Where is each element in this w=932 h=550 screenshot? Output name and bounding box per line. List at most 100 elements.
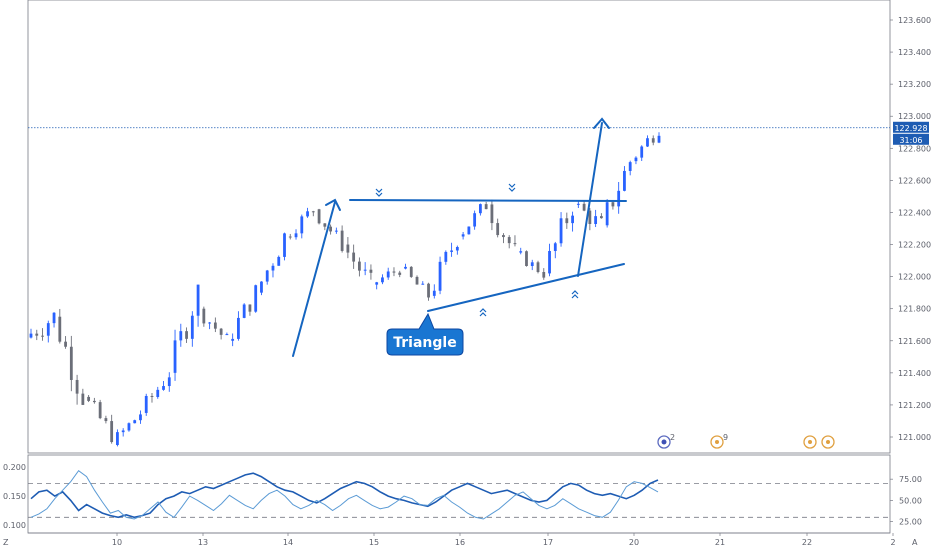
price-tick-label: 121.600 bbox=[898, 337, 931, 346]
candle bbox=[432, 284, 436, 299]
candle bbox=[565, 212, 569, 229]
time-axis[interactable]: 10 13 14 15 16 17 20 21 22 2 bbox=[112, 533, 896, 547]
price-tick-label: 122.200 bbox=[898, 241, 931, 250]
event-marker[interactable]: 9 bbox=[710, 433, 728, 449]
pivot-markers bbox=[375, 183, 579, 317]
candle bbox=[381, 274, 384, 285]
impulse-arrow-head bbox=[325, 198, 341, 211]
price-axis[interactable]: 123.600 123.400 123.200 123.000 122.800 122.6… bbox=[890, 16, 931, 442]
indicator-left-label: 0.200 bbox=[3, 463, 26, 472]
candle bbox=[225, 332, 229, 336]
main-pane[interactable] bbox=[27, 0, 891, 454]
candle bbox=[571, 211, 574, 232]
price-tick-label: 121.200 bbox=[898, 401, 931, 410]
candle bbox=[640, 145, 644, 162]
candle bbox=[542, 268, 546, 280]
candle bbox=[323, 223, 327, 231]
indicator-pane[interactable] bbox=[27, 454, 891, 534]
candle bbox=[617, 182, 621, 214]
candle bbox=[502, 233, 505, 244]
candle bbox=[496, 218, 500, 238]
candle bbox=[594, 209, 598, 228]
resistance-line[interactable] bbox=[349, 199, 627, 202]
candle bbox=[455, 245, 459, 255]
candle bbox=[628, 160, 632, 176]
candle bbox=[208, 321, 212, 330]
candle bbox=[651, 135, 655, 146]
event-marker[interactable] bbox=[803, 435, 817, 449]
candle bbox=[185, 327, 188, 343]
last-price-tag: 122.928 31:06 bbox=[893, 121, 929, 145]
indicator-series-line bbox=[30, 469, 659, 520]
candle bbox=[536, 260, 540, 274]
price-tick-label: 123.400 bbox=[898, 48, 931, 57]
event-marker[interactable] bbox=[821, 435, 835, 449]
candle bbox=[213, 317, 217, 333]
breakout-arrow-line[interactable] bbox=[577, 122, 603, 277]
candle bbox=[283, 232, 286, 261]
candle bbox=[507, 235, 511, 249]
candle bbox=[478, 203, 482, 216]
triangle-callout[interactable]: Triangle bbox=[386, 312, 464, 356]
time-tick-label: 2 bbox=[890, 538, 895, 547]
indicator-left-label: 0.100 bbox=[3, 521, 26, 530]
candle bbox=[317, 208, 321, 225]
candle bbox=[265, 269, 269, 285]
price-tick-label: 123.000 bbox=[898, 112, 931, 121]
candle bbox=[162, 381, 165, 391]
indicator-left-label: 0.150 bbox=[3, 492, 26, 501]
candle bbox=[202, 306, 206, 327]
candle bbox=[404, 263, 407, 270]
candle bbox=[623, 166, 626, 192]
candle bbox=[605, 199, 609, 228]
pivot-high-chevron-icon bbox=[375, 188, 383, 197]
price-tick-label: 122.800 bbox=[898, 144, 931, 153]
pivot-low-chevron-icon bbox=[571, 290, 579, 299]
candle bbox=[64, 336, 67, 349]
candle bbox=[588, 208, 592, 231]
candle bbox=[329, 224, 332, 235]
candle bbox=[179, 323, 183, 347]
time-tick-label: 16 bbox=[455, 538, 465, 547]
candle bbox=[110, 414, 114, 444]
candle bbox=[427, 282, 430, 301]
candle bbox=[438, 256, 442, 295]
breakout-arrow-head bbox=[593, 117, 610, 129]
indicator-right-label: 50.00 bbox=[899, 496, 922, 505]
candle bbox=[52, 312, 56, 328]
candle bbox=[358, 257, 361, 277]
candle bbox=[98, 399, 102, 420]
candle bbox=[473, 210, 477, 230]
candle bbox=[311, 210, 315, 217]
impulse-arrow-line[interactable] bbox=[292, 201, 336, 357]
time-tick-label: 17 bbox=[543, 538, 553, 547]
event-markers[interactable]: 2 9 bbox=[657, 433, 835, 449]
svg-text:31:06: 31:06 bbox=[899, 136, 922, 145]
rising-support-line[interactable] bbox=[427, 263, 625, 312]
candle bbox=[530, 259, 534, 271]
candle bbox=[599, 213, 603, 219]
candle bbox=[116, 429, 119, 447]
indicator-right-label: 25.00 bbox=[899, 518, 922, 527]
candle bbox=[300, 214, 304, 239]
candle bbox=[144, 393, 148, 416]
candle bbox=[519, 247, 523, 255]
candle bbox=[421, 281, 425, 285]
candle bbox=[139, 410, 142, 424]
candle bbox=[58, 308, 62, 344]
trend-drawings[interactable] bbox=[292, 117, 627, 357]
candle bbox=[467, 226, 471, 235]
candle bbox=[242, 303, 246, 319]
pivot-low-chevron-icon bbox=[479, 308, 487, 317]
candle bbox=[277, 255, 281, 266]
candle bbox=[484, 201, 488, 210]
event-marker[interactable]: 2 bbox=[657, 433, 675, 449]
candle bbox=[248, 304, 252, 316]
candle bbox=[133, 419, 137, 424]
candle bbox=[461, 231, 465, 240]
candle bbox=[611, 201, 615, 210]
callout-bubble bbox=[386, 312, 464, 356]
price-tick-label: 123.600 bbox=[898, 16, 931, 25]
time-tick-label: 22 bbox=[802, 538, 812, 547]
